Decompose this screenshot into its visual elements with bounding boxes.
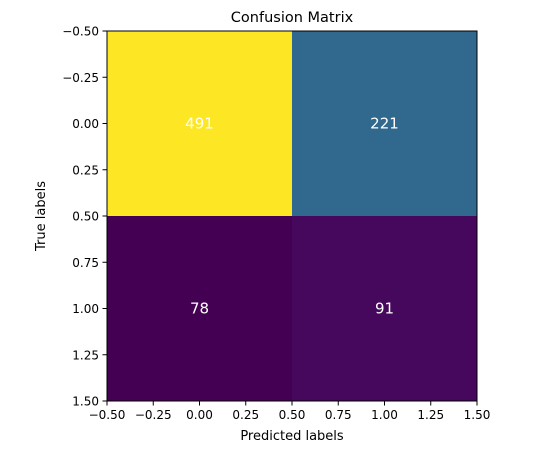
y-tick-label: −0.25 — [62, 71, 99, 85]
x-tick-label: 1.50 — [464, 408, 491, 422]
y-tick-label: 0.50 — [72, 210, 99, 224]
heatmap-cell — [107, 31, 292, 216]
heatmap-cell — [107, 216, 292, 401]
cell-annotations: 491 221 78 91 — [185, 115, 399, 318]
x-tick-label: 0.25 — [232, 408, 259, 422]
y-tick-label: 1.25 — [72, 348, 99, 362]
x-tick-label: 0.00 — [186, 408, 213, 422]
y-tick-label: 1.00 — [72, 302, 99, 316]
y-tick-label: 0.75 — [72, 256, 99, 270]
y-axis-label: True labels — [34, 181, 49, 252]
cell-value-label: 78 — [190, 300, 209, 318]
chart-title: Confusion Matrix — [231, 10, 354, 26]
heatmap-cell — [292, 216, 477, 401]
heatmap-cells — [107, 31, 477, 401]
x-tick-label: 1.00 — [371, 408, 398, 422]
x-tick-label: 1.25 — [417, 408, 444, 422]
y-axis-ticks: −0.50 −0.25 0.00 0.25 0.50 0.75 1.00 1.25 1.50 — [62, 25, 107, 409]
cell-value-label: 221 — [370, 115, 399, 133]
x-tick-label: 0.75 — [325, 408, 352, 422]
cell-value-label: 91 — [375, 300, 394, 318]
cell-value-label: 491 — [185, 115, 214, 133]
x-tick-label: −0.25 — [135, 408, 172, 422]
x-tick-label: −0.50 — [89, 408, 126, 422]
x-axis-ticks: −0.50 −0.25 0.00 0.25 0.50 0.75 1.00 1.25 1.50 — [89, 401, 491, 422]
y-tick-label: 0.25 — [72, 163, 99, 177]
x-tick-label: 0.50 — [279, 408, 306, 422]
y-tick-label: 0.00 — [72, 117, 99, 131]
heatmap-cell — [292, 31, 477, 216]
y-tick-label: −0.50 — [62, 25, 99, 39]
x-axis-label: Predicted labels — [240, 429, 344, 444]
y-tick-label: 1.50 — [72, 395, 99, 409]
